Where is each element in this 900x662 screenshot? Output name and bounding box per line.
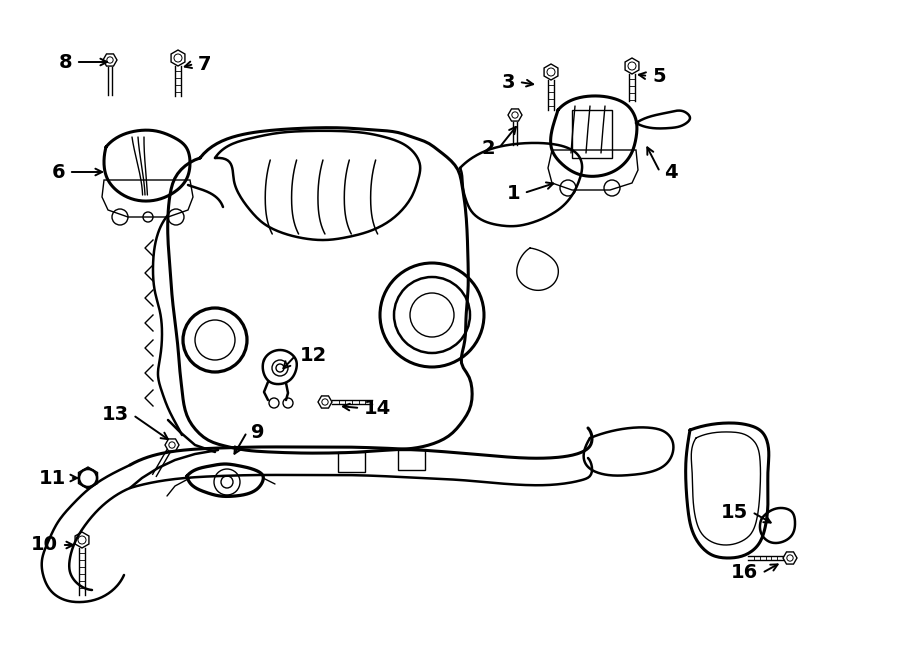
Text: 12: 12 <box>300 346 328 365</box>
Text: 4: 4 <box>664 162 678 181</box>
Text: 8: 8 <box>58 52 72 71</box>
Text: 14: 14 <box>364 399 392 418</box>
Text: 3: 3 <box>501 73 515 91</box>
Text: 5: 5 <box>652 66 666 85</box>
Text: 16: 16 <box>731 563 758 583</box>
Text: 10: 10 <box>31 536 58 555</box>
Text: 2: 2 <box>482 138 495 158</box>
Text: 13: 13 <box>102 406 129 424</box>
Text: 7: 7 <box>198 54 212 73</box>
Text: 9: 9 <box>251 422 265 442</box>
Text: 1: 1 <box>507 183 520 203</box>
Text: 15: 15 <box>721 502 748 522</box>
Text: 11: 11 <box>39 469 66 487</box>
Text: 6: 6 <box>51 162 65 181</box>
